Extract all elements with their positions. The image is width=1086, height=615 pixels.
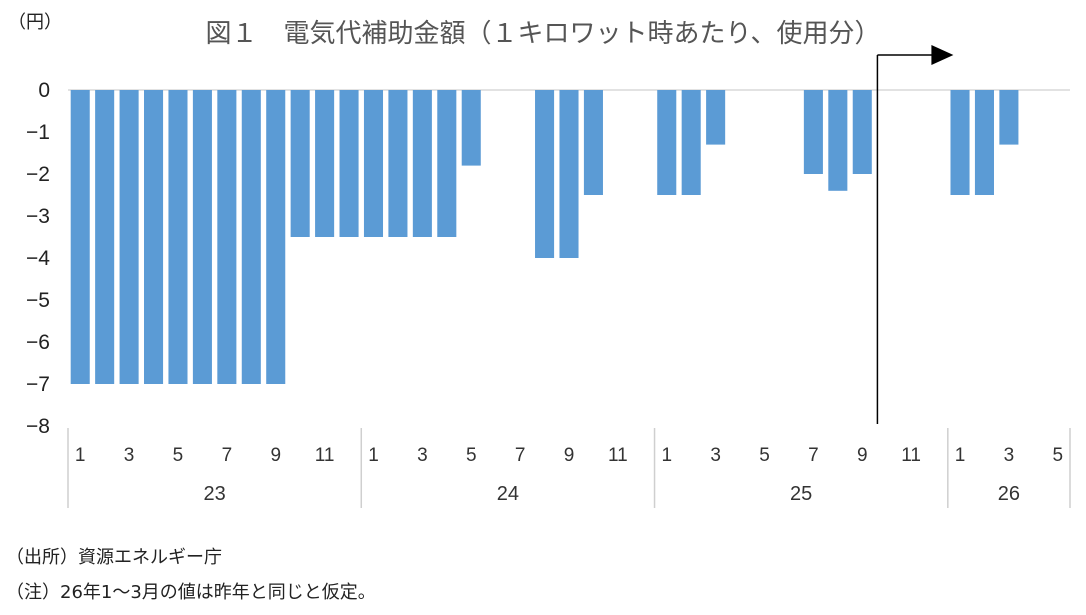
- y-tick-label: −1: [26, 121, 50, 144]
- year-label: 25: [790, 483, 812, 505]
- bar: [412, 90, 432, 237]
- x-tick-label: 7: [515, 445, 526, 466]
- source-note: （出所）資源エネルギー庁: [6, 547, 222, 568]
- bar: [388, 90, 408, 237]
- bar: [583, 90, 603, 195]
- y-tick-label: −6: [26, 331, 50, 354]
- bar: [706, 90, 726, 145]
- x-tick-label: 9: [857, 445, 868, 466]
- bar: [290, 90, 310, 237]
- x-tick-label: 11: [608, 445, 628, 466]
- x-tick-label: 1: [368, 445, 379, 466]
- x-tick-label: 7: [222, 445, 233, 466]
- y-tick-label: −7: [26, 373, 50, 396]
- bar: [339, 90, 359, 237]
- bar: [950, 90, 970, 195]
- y-tick-label: −8: [26, 415, 50, 438]
- arrow-right-icon: [931, 45, 954, 65]
- bar: [657, 90, 677, 195]
- bar: [217, 90, 237, 384]
- x-tick-label: 11: [901, 445, 921, 466]
- bar: [144, 90, 164, 384]
- y-tick-label: −2: [26, 163, 50, 186]
- bar: [852, 90, 872, 174]
- bar: [363, 90, 384, 237]
- bar: [315, 90, 335, 237]
- y-tick-label: −3: [26, 205, 50, 228]
- unit-label: （円）: [8, 12, 62, 33]
- bar: [119, 90, 139, 384]
- x-axis: 1 3 5 7 9 11 1 3 5 7 9 11 1 3 5 7 9 11 1 3 523 24 25 26: [67, 428, 1071, 508]
- x-tick-label: 9: [564, 445, 575, 466]
- bar: [681, 90, 701, 195]
- x-tick-label: 5: [1052, 445, 1063, 466]
- bar: [168, 90, 188, 384]
- bar: [974, 90, 994, 195]
- y-tick-label: −5: [26, 289, 50, 312]
- x-tick-label: 7: [808, 445, 819, 466]
- bar: [559, 90, 579, 258]
- x-tick-label: 3: [124, 445, 135, 466]
- bar: [192, 90, 212, 384]
- y-tick-label: 0: [38, 79, 50, 102]
- bar: [828, 90, 848, 191]
- bar-series: [70, 90, 1019, 384]
- x-tick-label: 5: [466, 445, 477, 466]
- bar: [461, 90, 481, 166]
- chart-title: 図１ 電気代補助金額（１キロワット時あたり、使用分）: [206, 19, 881, 49]
- bar: [241, 90, 261, 384]
- x-tick-label: 5: [173, 445, 184, 466]
- x-tick-label: 3: [417, 445, 428, 466]
- bar: [803, 90, 823, 174]
- x-tick-label: 3: [710, 445, 721, 466]
- x-tick-label: 1: [661, 445, 672, 466]
- bar: [535, 90, 555, 258]
- bar: [95, 90, 115, 384]
- x-tick-label: 3: [1004, 445, 1015, 466]
- year-label: 24: [497, 483, 519, 505]
- x-tick-label: 9: [270, 445, 281, 466]
- x-tick-label: 1: [955, 445, 966, 466]
- y-tick-label: −4: [26, 247, 50, 270]
- x-tick-label: 1: [75, 445, 86, 466]
- year-label: 26: [998, 483, 1020, 505]
- x-tick-label: 11: [315, 445, 335, 466]
- bar: [266, 90, 286, 384]
- year-label: 23: [204, 483, 226, 505]
- x-tick-label: 5: [759, 445, 770, 466]
- forecast-marker: [876, 45, 954, 424]
- bar: [999, 90, 1019, 145]
- bar: [70, 90, 90, 384]
- footnote: （注）26年1～3月の値は昨年と同じと仮定。: [6, 582, 376, 603]
- bar: [437, 90, 457, 237]
